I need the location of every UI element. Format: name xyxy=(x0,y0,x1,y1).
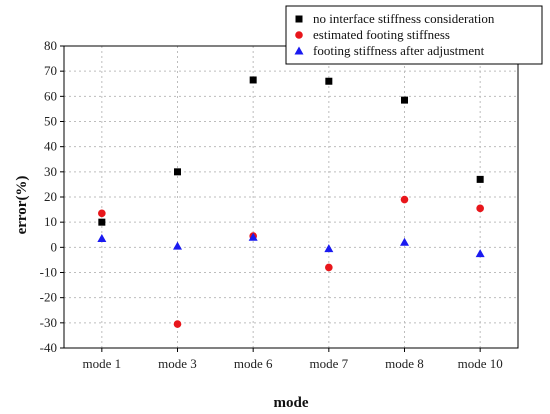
data-point-square xyxy=(249,76,257,84)
x-axis: mode 1 mode 3 mode 6 mode 7 mode 8 mode 10 xyxy=(83,348,503,371)
data-point-triangle xyxy=(324,244,334,253)
y-axis-title: error(%) xyxy=(14,176,30,235)
data-point-square xyxy=(401,96,408,104)
data-point-triangle xyxy=(248,232,258,241)
data-point-square xyxy=(325,77,333,85)
legend-marker-triangle xyxy=(294,46,304,55)
legend-box xyxy=(285,5,543,65)
x-tick-label: mode 3 xyxy=(158,356,197,371)
y-tick-label: -40 xyxy=(40,340,57,355)
y-tick-label: 60 xyxy=(44,88,57,103)
legend-entry: estimated footing stiffness xyxy=(313,27,450,42)
x-axis-title: mode xyxy=(274,395,309,411)
x-tick-label: mode 1 xyxy=(83,356,122,371)
data-point-circle xyxy=(98,209,106,218)
data-point-square xyxy=(174,168,181,176)
y-tick-label: -30 xyxy=(40,315,57,330)
legend-marker-square xyxy=(295,15,303,23)
legend-entry: no interface stiffness consideration xyxy=(313,11,495,26)
data-point-triangle xyxy=(97,234,107,243)
y-tick-label: 10 xyxy=(44,214,57,229)
x-tick-label: mode 6 xyxy=(234,356,273,371)
legend-entry: footing stiffness after adjustment xyxy=(313,43,485,58)
y-tick-label: 30 xyxy=(44,164,57,179)
data-points xyxy=(97,76,485,328)
y-tick-label: -10 xyxy=(40,265,57,280)
y-tick-label: 70 xyxy=(44,63,57,78)
data-point-square xyxy=(98,218,106,226)
data-point-triangle xyxy=(475,249,485,258)
data-point-circle xyxy=(476,204,484,213)
y-tick-label: 40 xyxy=(44,139,57,154)
legend-marker-circle xyxy=(295,31,303,39)
data-point-circle xyxy=(325,263,333,272)
legend: no interface stiffness considerationesti… xyxy=(285,5,543,65)
grid-layer xyxy=(64,46,518,348)
y-axis: -40 -30 -20 -10 0 10 20 30 40 50 60 70 80 xyxy=(40,38,64,355)
data-point-square xyxy=(476,175,484,183)
y-tick-label: 80 xyxy=(44,38,57,53)
x-tick-label: mode 7 xyxy=(310,356,349,371)
data-point-circle xyxy=(173,320,182,328)
x-tick-label: mode 8 xyxy=(385,356,424,371)
y-tick-label: 20 xyxy=(44,189,57,204)
y-tick-label: -20 xyxy=(40,290,57,305)
y-tick-label: 0 xyxy=(51,239,58,254)
data-point-triangle xyxy=(400,237,409,246)
data-point-circle xyxy=(400,195,409,204)
x-tick-label: mode 10 xyxy=(458,356,503,371)
data-point-triangle xyxy=(173,241,182,250)
y-tick-label: 50 xyxy=(44,114,57,129)
